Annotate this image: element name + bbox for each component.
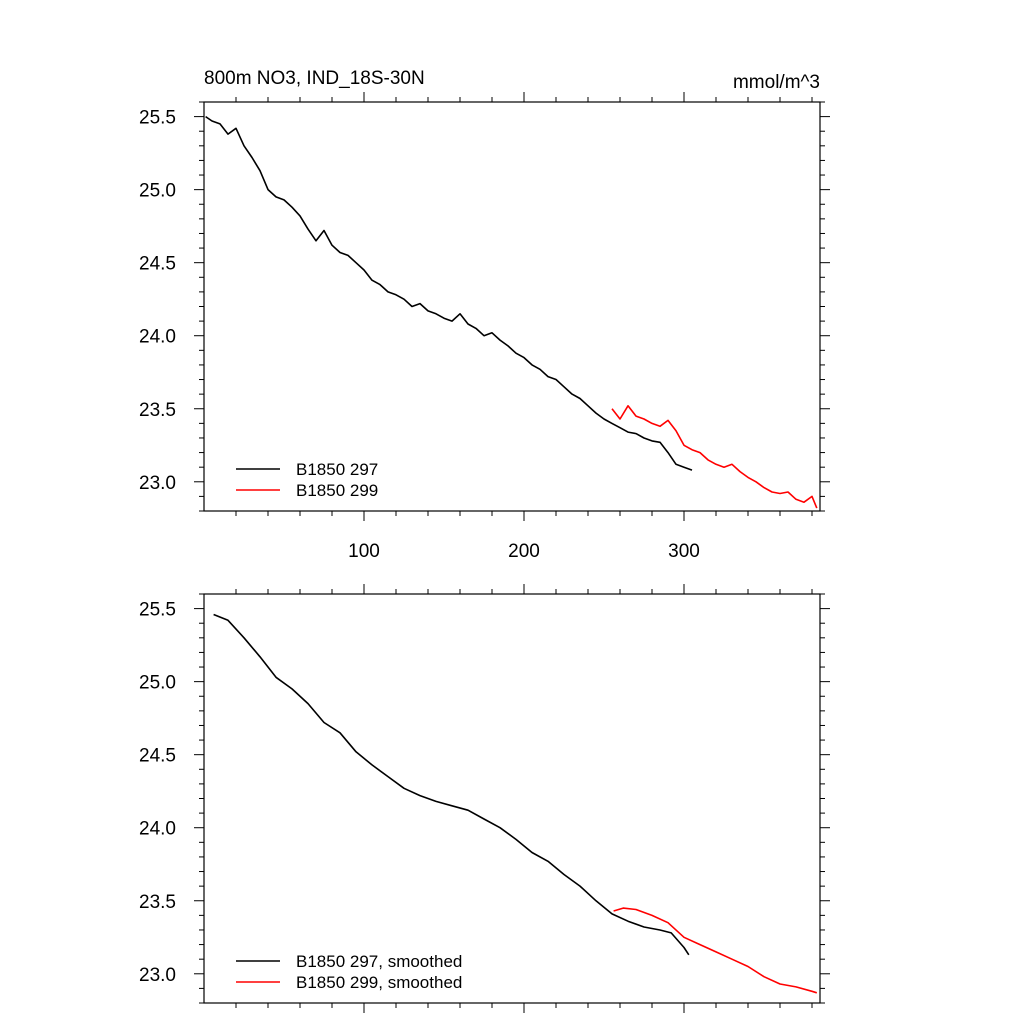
y-tick-label: 25.0 — [139, 181, 176, 202]
legend-label: B1850 297 — [296, 460, 378, 479]
legend-label: B1850 299, smoothed — [296, 973, 462, 992]
legend-label: B1850 299 — [296, 481, 378, 500]
chart-title: 800m NO3, IND_18S-30N — [204, 68, 425, 89]
y-tick-label: 24.0 — [139, 327, 176, 348]
y-tick-label: 23.0 — [139, 473, 176, 494]
y-tick-label: 24.0 — [139, 819, 176, 840]
panel-raw: 23.0 23.5 24.0 24.5 25.0 25.5 100 200 300 B1850 2… — [139, 92, 830, 562]
series-line-299 — [611, 404, 818, 509]
panel-smoothed: 23.0 23.5 24.0 24.5 25.0 25.5 B1850 297, smoot… — [139, 584, 830, 1013]
y-tick-label: 24.5 — [139, 746, 176, 767]
series-line-297 — [213, 613, 690, 956]
y-tick-label: 23.5 — [139, 400, 176, 421]
plot-frame — [203, 101, 821, 512]
series-line-297 — [205, 115, 693, 471]
y-tick-label: 25.5 — [139, 600, 176, 621]
series-line-299 — [613, 907, 818, 994]
x-tick-label: 200 — [508, 541, 540, 562]
y-tick-label: 24.5 — [139, 254, 176, 275]
y-tick-label: 25.0 — [139, 673, 176, 694]
x-tick-label: 300 — [668, 541, 700, 562]
x-tick-label: 100 — [348, 541, 380, 562]
legend-label: B1850 297, smoothed — [296, 952, 462, 971]
plot-frame — [203, 593, 821, 1004]
units-label: mmol/m^3 — [733, 72, 820, 93]
y-tick-label: 23.5 — [139, 892, 176, 913]
y-tick-label: 25.5 — [139, 108, 176, 129]
y-tick-label: 23.0 — [139, 965, 176, 986]
